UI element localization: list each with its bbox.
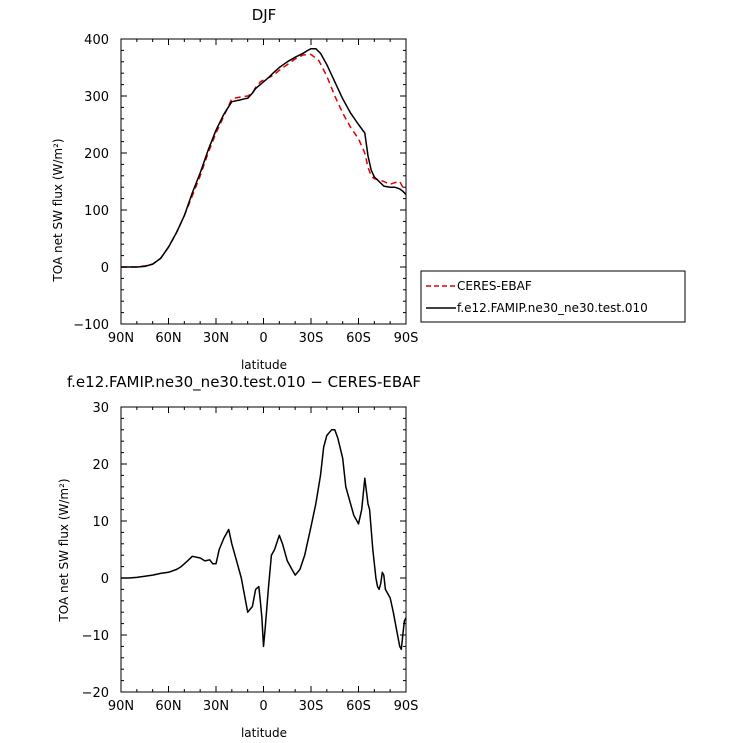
bottom-x-tick-label: 60S [346,699,371,714]
bottom-chart-title: f.e12.FAMIP.ne30_ne30.test.010 − CERES-E… [67,373,421,392]
bottom-y-tick-label: 30 [92,401,109,416]
bottom-x-tick-label: 30N [203,699,229,714]
bottom-panel: f.e12.FAMIP.ne30_ne30.test.010 − CERES-E… [57,373,421,740]
bottom-plot-frame [120,406,407,693]
top-x-tick-label: 90N [108,331,134,346]
bottom-y-tick-label: 0 [101,572,109,587]
legend-label-model: f.e12.FAMIP.ne30_ne30.test.010 [457,301,648,315]
bottom-x-tick-label: 30S [299,699,324,714]
top-panel: DJF 90N 60N 30N 0 30S 60S 90S −100 0 100 200 300 400… [51,6,686,372]
bottom-y-tick-label: 20 [92,458,109,473]
top-series-line-2 [121,47,407,268]
bottom-x-tick-label: 90N [108,699,134,714]
bottom-y-tick-label: −10 [82,629,109,644]
top-x-tick-label: 90S [394,331,419,346]
top-series-line-1 [121,53,407,268]
top-x-tick-label: 0 [259,331,267,346]
bottom-x-axis-label: latitude [241,726,287,740]
top-y-axis-label: TOA net SW flux (W/m²) [51,138,65,282]
bottom-x-tick-label: 90S [394,699,419,714]
bottom-y-tick-label: 10 [92,515,109,530]
top-x-tick-label: 30N [203,331,229,346]
bottom-series-line-1 [121,429,407,651]
top-y-tick-label: −100 [73,318,109,333]
legend: CERES-EBAF f.e12.FAMIP.ne30_ne30.test.01… [420,270,686,323]
legend-box [420,270,686,323]
top-y-tick-label: 400 [84,33,109,48]
top-x-tick-label: 30S [299,331,324,346]
bottom-x-tick-label: 0 [259,699,267,714]
top-y-tick-label: 0 [101,261,109,276]
bottom-y-axis-label: TOA net SW flux (W/m²) [57,478,71,622]
top-chart-title: DJF [252,6,277,24]
bottom-y-tick-label: −20 [82,686,109,701]
bottom-plot-area: 90N 60N 30N 0 30S 60S 90S −20 −10 0 10 20 30 [82,401,419,714]
top-y-tick-label: 300 [84,90,109,105]
top-plot-area: 90N 60N 30N 0 30S 60S 90S −100 0 100 200 300 400 [73,33,418,346]
top-y-tick-label: 200 [84,147,109,162]
top-x-axis-label: latitude [241,358,287,372]
legend-label-ceres: CERES-EBAF [457,279,532,293]
top-x-tick-label: 60S [346,331,371,346]
top-x-tick-label: 60N [155,331,181,346]
bottom-x-tick-label: 60N [155,699,181,714]
top-y-tick-label: 100 [84,204,109,219]
